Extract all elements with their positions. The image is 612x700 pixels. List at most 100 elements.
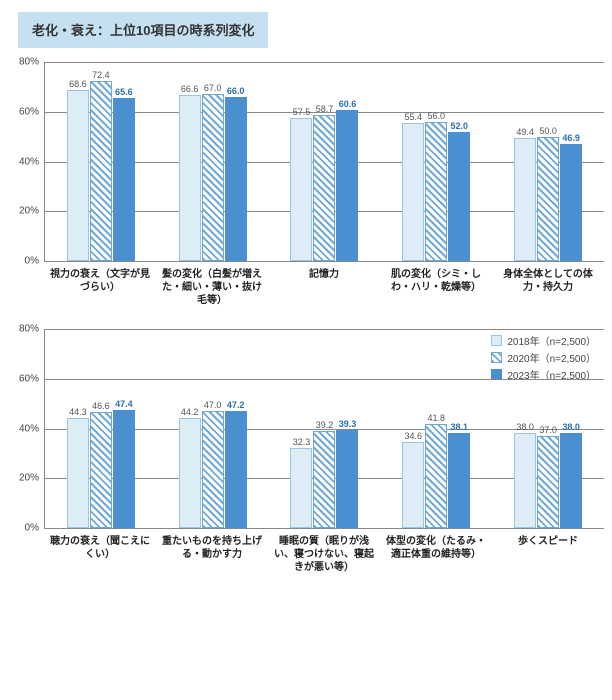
bar-group: 34.641.838.1: [380, 329, 492, 528]
y-tick-label: 0%: [25, 523, 45, 534]
bar-group: 66.667.066.0: [157, 62, 269, 261]
x-label: 体型の変化（たるみ・適正体重の維持等）: [380, 529, 492, 574]
x-label: 記憶力: [268, 262, 380, 307]
bar: 39.3: [336, 430, 358, 528]
y-tick-label: 20%: [19, 206, 45, 217]
bar: 38.1: [448, 433, 470, 528]
bar: 44.2: [179, 418, 201, 528]
x-label: 肌の変化（シミ・しわ・ハリ・乾燥等）: [380, 262, 492, 307]
bar: 66.0: [225, 97, 247, 261]
bar-group: 68.672.465.6: [45, 62, 157, 261]
y-tick-label: 60%: [19, 106, 45, 117]
chart-title-bar: 老化・衰え：上位10項目の時系列変化: [18, 12, 268, 48]
bar: 55.4: [402, 123, 424, 261]
bar: 58.7: [313, 115, 335, 261]
bar-group: 55.456.052.0: [380, 62, 492, 261]
bar-value-label: 32.3: [293, 437, 311, 449]
bar-group: 38.037.038.0: [492, 329, 604, 528]
plot: 0%20%40%60%80%68.672.465.666.667.066.057…: [44, 62, 604, 262]
bar: 46.6: [90, 412, 112, 528]
bar-group: 32.339.239.3: [269, 329, 381, 528]
bar: 37.0: [537, 436, 559, 528]
x-label: 聴力の衰え（聞こえにくい）: [44, 529, 156, 574]
plot: 0%20%40%60%80%44.346.647.444.247.047.232…: [44, 329, 604, 529]
bar-value-label: 68.6: [69, 79, 87, 91]
bar-value-label: 38.0: [562, 422, 580, 434]
bar: 60.6: [336, 110, 358, 261]
bar-value-label: 34.6: [405, 431, 423, 443]
y-tick-label: 80%: [19, 57, 45, 68]
bar-value-label: 39.3: [339, 419, 357, 431]
y-tick-label: 20%: [19, 473, 45, 484]
bar-value-label: 66.0: [227, 86, 245, 98]
chart-2: 2018年（n=2,500）2020年（n=2,500）2023年（n=2,50…: [0, 329, 612, 574]
x-axis-labels: 聴力の衰え（聞こえにくい）重たいものを持ち上げる・動かす力睡眠の質（眠りが浅い、…: [0, 529, 612, 574]
bar: 41.8: [425, 424, 447, 528]
bar-value-label: 57.5: [293, 107, 311, 119]
y-tick-label: 0%: [25, 256, 45, 267]
bar-groups: 44.346.647.444.247.047.232.339.239.334.6…: [45, 329, 604, 528]
bar: 47.0: [202, 411, 224, 528]
y-tick-label: 60%: [19, 373, 45, 384]
bar-value-label: 46.9: [562, 133, 580, 145]
x-axis-labels: 視力の衰え（文字が見づらい）髪の変化（白髪が増えた・細い・薄い・抜け毛等）記憶力…: [0, 262, 612, 307]
bar-value-label: 56.0: [428, 111, 446, 123]
chart-title: 老化・衰え：上位10項目の時系列変化: [32, 23, 254, 38]
bar-value-label: 52.0: [451, 121, 469, 133]
bar-value-label: 65.6: [115, 87, 133, 99]
plot-area: 0%20%40%60%80%44.346.647.444.247.047.232…: [0, 329, 612, 529]
bar-value-label: 47.4: [115, 399, 133, 411]
bar: 52.0: [448, 132, 470, 261]
bar-value-label: 58.7: [316, 104, 334, 116]
x-label: 髪の変化（白髪が増えた・細い・薄い・抜け毛等）: [156, 262, 268, 307]
bar-value-label: 50.0: [539, 126, 557, 138]
bar-value-label: 47.0: [204, 400, 222, 412]
y-tick-label: 40%: [19, 423, 45, 434]
bar: 50.0: [537, 137, 559, 261]
bar-group: 57.558.760.6: [269, 62, 381, 261]
bar: 38.0: [514, 433, 536, 528]
bar: 66.6: [179, 95, 201, 261]
bar: 57.5: [290, 118, 312, 261]
bar-group: 44.346.647.4: [45, 329, 157, 528]
x-label: 重たいものを持ち上げる・動かす力: [156, 529, 268, 574]
bar-value-label: 60.6: [339, 99, 357, 111]
bar-value-label: 38.1: [451, 422, 469, 434]
bar: 39.2: [313, 431, 335, 529]
bar: 34.6: [402, 442, 424, 528]
bar: 56.0: [425, 122, 447, 261]
x-label: 睡眠の質（眠りが浅い、寝つけない、寝起きが悪い等）: [268, 529, 380, 574]
plot-area: 0%20%40%60%80%68.672.465.666.667.066.057…: [0, 62, 612, 262]
x-label: 歩くスピード: [492, 529, 604, 574]
bar-value-label: 47.2: [227, 400, 245, 412]
bar: 67.0: [202, 94, 224, 261]
bar-value-label: 38.0: [516, 422, 534, 434]
bar-value-label: 44.3: [69, 407, 87, 419]
bar: 49.4: [514, 138, 536, 261]
bar: 46.9: [560, 144, 582, 261]
bar: 47.4: [113, 410, 135, 528]
bar: 47.2: [225, 411, 247, 528]
bar-group: 49.450.046.9: [492, 62, 604, 261]
bar: 72.4: [90, 81, 112, 261]
x-label: 視力の衰え（文字が見づらい）: [44, 262, 156, 307]
chart-1: 0%20%40%60%80%68.672.465.666.667.066.057…: [0, 62, 612, 307]
bar-value-label: 72.4: [92, 70, 110, 82]
y-tick-label: 80%: [19, 324, 45, 335]
bar-group: 44.247.047.2: [157, 329, 269, 528]
bar: 38.0: [560, 433, 582, 528]
bar: 65.6: [113, 98, 135, 261]
x-label: 身体全体としての体力・持久力: [492, 262, 604, 307]
bar-value-label: 55.4: [405, 112, 423, 124]
bar: 32.3: [290, 448, 312, 528]
bar-value-label: 46.6: [92, 401, 110, 413]
bar-value-label: 37.0: [539, 425, 557, 437]
bar-value-label: 44.2: [181, 407, 199, 419]
bar-groups: 68.672.465.666.667.066.057.558.760.655.4…: [45, 62, 604, 261]
bar-value-label: 66.6: [181, 84, 199, 96]
y-tick-label: 40%: [19, 156, 45, 167]
bar-value-label: 67.0: [204, 83, 222, 95]
bar: 68.6: [67, 90, 89, 261]
bar-value-label: 41.8: [428, 413, 446, 425]
bar-value-label: 39.2: [316, 420, 334, 432]
